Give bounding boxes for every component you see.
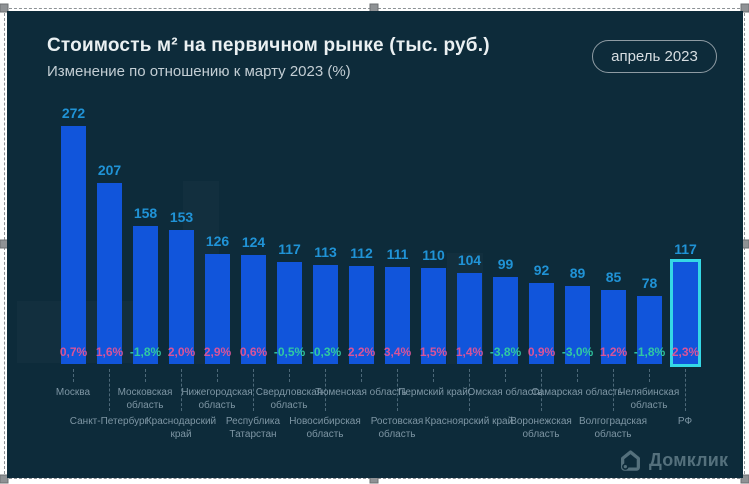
bar-change-label: 1,2% bbox=[600, 345, 627, 359]
bar: 117-0,5% bbox=[277, 262, 302, 364]
bar-value-label: 117 bbox=[674, 241, 697, 257]
bar-change-label: 1,4% bbox=[456, 345, 483, 359]
x-tick bbox=[433, 369, 434, 382]
bar-value-label: 126 bbox=[206, 233, 229, 249]
x-tick bbox=[289, 369, 290, 382]
bar: 113-0,3% bbox=[313, 265, 338, 364]
bar-change-label: 2,3% bbox=[672, 345, 699, 359]
brand-logo-text: Домклик bbox=[649, 450, 728, 471]
x-tick bbox=[577, 369, 578, 382]
x-tick bbox=[649, 369, 650, 382]
bar-value-label: 207 bbox=[98, 162, 121, 178]
bar-value-label: 272 bbox=[62, 105, 85, 121]
bar-value-label: 153 bbox=[170, 209, 193, 225]
x-tick bbox=[217, 369, 218, 382]
bar-change-label: -1,8% bbox=[130, 345, 161, 359]
bar-value-label: 158 bbox=[134, 205, 157, 221]
house-icon bbox=[619, 449, 642, 472]
bar-change-label: 0,7% bbox=[60, 345, 87, 359]
bar-value-label: 89 bbox=[570, 265, 586, 281]
bar-value-label: 112 bbox=[350, 245, 373, 261]
x-axis-label: Челябинская область bbox=[603, 387, 695, 412]
bar-value-label: 99 bbox=[498, 256, 514, 272]
x-tick bbox=[685, 369, 686, 411]
bar-change-label: -3,8% bbox=[490, 345, 521, 359]
bar-change-label: 2,9% bbox=[204, 345, 231, 359]
bar-change-label: 2,2% bbox=[348, 345, 375, 359]
bar-value-label: 111 bbox=[387, 246, 409, 262]
bar-value-label: 78 bbox=[642, 275, 658, 291]
bar-change-label: 0,9% bbox=[528, 345, 555, 359]
bar-value-label: 104 bbox=[458, 252, 481, 268]
x-tick bbox=[145, 369, 146, 382]
bar-value-label: 85 bbox=[606, 269, 622, 285]
bar-value-label: 113 bbox=[314, 244, 337, 260]
bar-change-label: -0,3% bbox=[310, 345, 341, 359]
chart-card: Стоимость м² на первичном рынке (тыс. ру… bbox=[7, 11, 743, 478]
bar-value-label: 124 bbox=[242, 234, 265, 250]
bar-value-label: 92 bbox=[534, 262, 550, 278]
bar-value-label: 117 bbox=[278, 241, 301, 257]
bar-change-label: 1,6% bbox=[96, 345, 123, 359]
bar-change-label: -1,8% bbox=[634, 345, 665, 359]
bar: 99-3,8% bbox=[493, 277, 518, 364]
bar: 158-1,8% bbox=[133, 226, 158, 364]
brand-logo: Домклик bbox=[619, 449, 728, 472]
bar: 89-3,0% bbox=[565, 286, 590, 364]
bar-value-label: 110 bbox=[422, 247, 445, 263]
x-tick bbox=[73, 369, 74, 382]
x-tick bbox=[505, 369, 506, 382]
bar-change-label: -3,0% bbox=[562, 345, 593, 359]
bar-change-label: 2,0% bbox=[168, 345, 195, 359]
bar: 78-1,8% bbox=[637, 296, 662, 364]
bar-change-label: 0,6% bbox=[240, 345, 267, 359]
bar-change-label: -0,5% bbox=[274, 345, 305, 359]
bar-change-label: 3,4% bbox=[384, 345, 411, 359]
x-axis-label: РФ bbox=[639, 416, 731, 429]
x-tick bbox=[361, 369, 362, 382]
bar-change-label: 1,5% bbox=[420, 345, 447, 359]
